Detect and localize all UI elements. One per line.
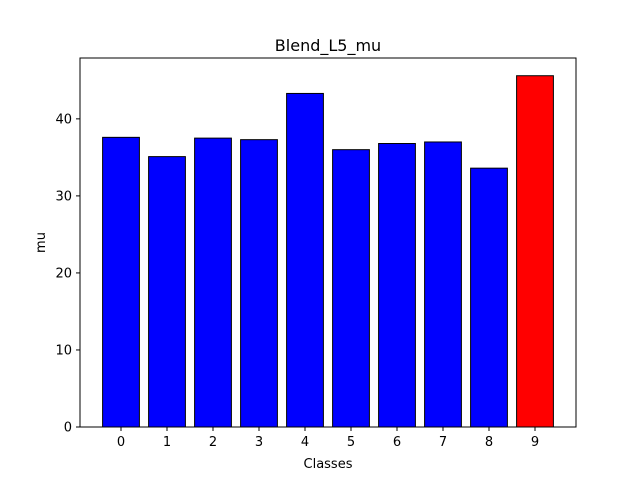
bar-class-4 [286,92,324,428]
y-tick-label: 20 [55,266,72,281]
x-tick-label: 7 [439,435,447,450]
x-tick-label: 0 [117,435,125,450]
bar-class-5 [332,149,370,428]
x-tick-label: 5 [347,435,355,450]
x-tick-label: 6 [393,435,401,450]
y-tick-label: 30 [55,189,72,204]
x-axis-label: Classes [304,457,353,472]
y-axis-ticks: 0 10 20 30 40 [55,112,80,436]
y-tick-label: 40 [55,112,72,127]
x-tick-label: 4 [301,435,309,450]
x-axis-ticks: 0 1 2 3 4 5 6 7 8 9 [117,427,539,450]
y-tick-label: 10 [55,343,72,358]
x-tick-label: 9 [531,435,539,450]
bar-class-3 [240,139,278,428]
bar-class-6 [378,143,416,428]
x-tick-label: 1 [163,435,171,450]
bar-class-7 [424,141,462,428]
bars-layer [102,75,554,428]
bar-class-2 [194,137,232,428]
x-tick-label: 3 [255,435,263,450]
bar-class-9 [516,75,554,428]
x-tick-label: 2 [209,435,217,450]
y-tick-label: 0 [64,421,72,436]
bar-class-8 [470,167,508,428]
x-tick-label: 8 [485,435,493,450]
chart-title: Blend_L5_mu [275,36,381,56]
y-axis-label: mu [34,232,49,253]
plot-frame [79,57,577,428]
bar-class-1 [148,156,186,428]
bar-class-0 [102,136,140,428]
